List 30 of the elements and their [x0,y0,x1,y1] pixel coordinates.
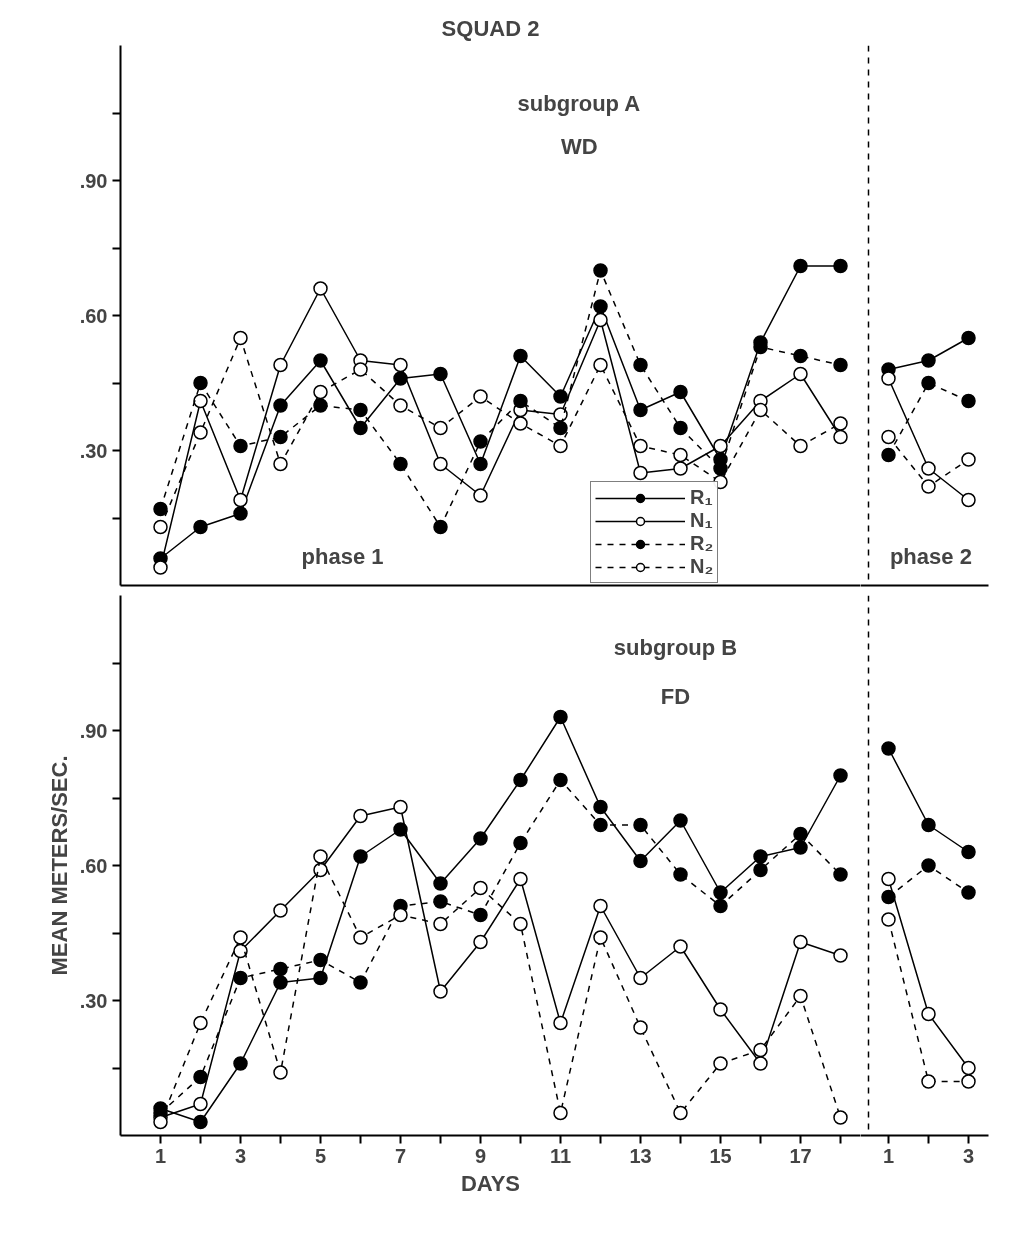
x-tick-label: 9 [474,1144,487,1167]
x-tick-label: 3 [962,1144,975,1167]
legend-label: R₂ [690,532,714,555]
x-tick-label: 17 [789,1144,812,1167]
annotation: FD [660,683,691,709]
annotation: subgroup A [517,90,641,116]
x-axis-title: DAYS [460,1170,521,1196]
annotation: WD [560,133,598,159]
legend-label: R₁ [690,486,713,509]
y-tick-label: .60 [79,854,108,877]
y-tick-label: .60 [79,304,108,327]
annotation: subgroup B [613,635,738,661]
x-tick-label: 11 [549,1144,572,1167]
y-tick-label: .90 [79,169,108,192]
x-tick-label: 3 [234,1144,247,1167]
y-tick-label: .90 [79,719,108,742]
legend-label: N₂ [690,555,714,578]
y-tick-label: .30 [79,989,108,1012]
x-tick-label: 13 [629,1144,652,1167]
x-tick-label: 1 [154,1144,167,1167]
annotation: phase 2 [889,544,972,570]
x-tick-label: 7 [394,1144,407,1167]
x-tick-label: 15 [709,1144,732,1167]
x-tick-label: 5 [314,1144,327,1167]
legend-label: N₁ [690,509,713,532]
y-axis-title: MEAN METERS/SEC. [46,755,72,976]
chart-title: SQUAD 2 [441,15,540,41]
y-tick-label: .30 [79,439,108,462]
annotation: phase 1 [301,544,384,570]
x-tick-label: 1 [882,1144,895,1167]
